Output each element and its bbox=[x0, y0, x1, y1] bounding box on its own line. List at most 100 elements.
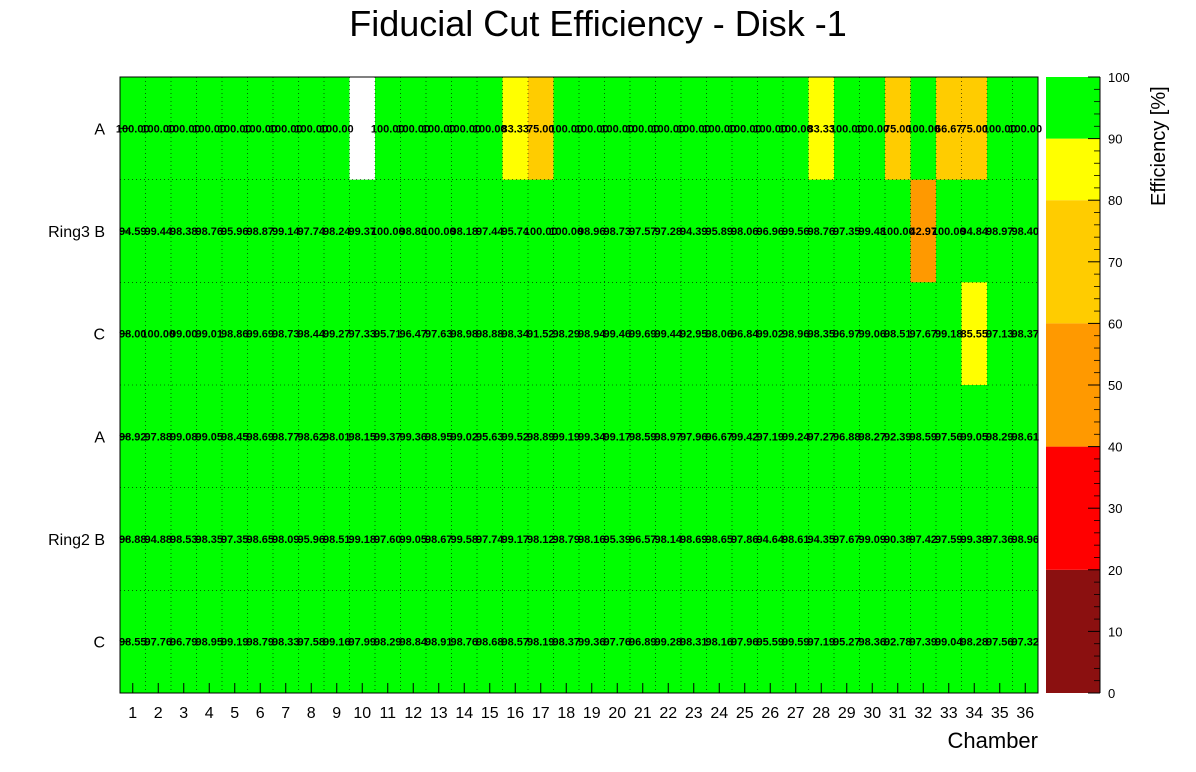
cell-value-label: 98.98 bbox=[450, 329, 478, 341]
cell-value-label: 96.89 bbox=[629, 637, 657, 649]
cell-value-label: 98.51 bbox=[884, 329, 912, 341]
cell-value-label: 99.06 bbox=[858, 329, 886, 341]
heatmap-cell bbox=[349, 179, 376, 283]
heatmap-cell bbox=[936, 77, 962, 181]
cell-value-label: 97.27 bbox=[807, 431, 835, 443]
cell-value-label: 95.89 bbox=[705, 226, 733, 238]
cell-value-label: 97.56 bbox=[986, 637, 1014, 649]
x-tick-label: 19 bbox=[583, 705, 601, 722]
cell-value-label: 99.18 bbox=[935, 329, 963, 341]
cell-value-label: 98.59 bbox=[909, 431, 937, 443]
cell-value-label: 99.02 bbox=[450, 431, 478, 443]
heatmap-cell bbox=[426, 385, 452, 489]
x-tick-label: 3 bbox=[179, 705, 188, 722]
heatmap-cell bbox=[451, 487, 478, 591]
cell-value-label: 99.48 bbox=[858, 226, 886, 238]
heatmap-cell bbox=[528, 179, 554, 283]
cell-value-label: 98.65 bbox=[246, 534, 274, 546]
heatmap-cell bbox=[349, 590, 376, 694]
cell-value-label: 92.39 bbox=[884, 431, 912, 443]
cell-value-label: 99.28 bbox=[654, 637, 682, 649]
heatmap-cell bbox=[273, 590, 299, 694]
cell-value-label: 99.24 bbox=[782, 431, 810, 443]
x-tick-label: 27 bbox=[787, 705, 805, 722]
heatmap-cell bbox=[910, 179, 937, 283]
heatmap-cell bbox=[885, 385, 911, 489]
heatmap-cell bbox=[298, 179, 325, 283]
cell-value-label: 94.88 bbox=[144, 534, 172, 546]
plot-frame bbox=[119, 76, 1039, 694]
heatmap-cell bbox=[706, 487, 733, 591]
cell-value-label: 98.86 bbox=[221, 329, 249, 341]
heatmap-cell bbox=[273, 487, 299, 591]
heatmap-cell bbox=[783, 179, 809, 283]
heatmap-cell bbox=[732, 77, 758, 181]
x-tick-label: 8 bbox=[307, 705, 316, 722]
cell-value-label: 99.04 bbox=[935, 637, 963, 649]
cell-value-label: 99.34 bbox=[578, 431, 606, 443]
heatmap-cell bbox=[145, 487, 172, 591]
x-tick-label: 5 bbox=[230, 705, 239, 722]
heatmap-cell bbox=[426, 77, 452, 181]
heatmap-cell bbox=[196, 590, 223, 694]
heatmap-cell bbox=[298, 282, 325, 386]
cell-value-label: 98.29 bbox=[986, 431, 1014, 443]
heatmap-cell bbox=[222, 282, 248, 386]
cell-value-label: 98.68 bbox=[476, 637, 504, 649]
heatmap-cell bbox=[502, 385, 529, 489]
cell-value-label: 98.12 bbox=[527, 534, 555, 546]
heatmap-cell bbox=[196, 282, 223, 386]
heatmap-cell bbox=[604, 385, 631, 489]
cell-value-label: 98.37 bbox=[552, 637, 580, 649]
cell-value-label: 98.59 bbox=[629, 431, 657, 443]
cell-value-label: 94.39 bbox=[680, 226, 708, 238]
cell-value-label: 99.44 bbox=[654, 329, 682, 341]
cell-value-label: 100.00 bbox=[830, 123, 864, 135]
row-label: A bbox=[94, 121, 105, 138]
heatmap-cell bbox=[247, 179, 274, 283]
cell-value-label: 97.60 bbox=[374, 534, 402, 546]
heatmap-cell bbox=[783, 77, 809, 181]
heatmap-cell bbox=[757, 179, 784, 283]
cell-value-label: 90.38 bbox=[884, 534, 912, 546]
x-tick-label: 12 bbox=[404, 705, 422, 722]
heatmap-cell bbox=[196, 77, 223, 181]
cell-value-label: 99.56 bbox=[782, 226, 810, 238]
heatmap-cell bbox=[630, 179, 656, 283]
cell-value-label: 98.57 bbox=[501, 637, 529, 649]
cell-value-label: 98.76 bbox=[195, 226, 223, 238]
heatmap-cell bbox=[706, 77, 733, 181]
cell-value-label: 98.95 bbox=[425, 431, 453, 443]
cell-value-label: 95.74 bbox=[501, 226, 529, 238]
cell-value-label: 100.00 bbox=[167, 123, 201, 135]
heatmap-cell bbox=[834, 590, 860, 694]
cell-value-label: 97.67 bbox=[833, 534, 861, 546]
cell-value-label: 97.35 bbox=[221, 534, 249, 546]
color-scale-bar: 0 10 20 30 40 50 60 70 80 90 100 bbox=[1046, 70, 1130, 701]
row-label: A bbox=[94, 429, 105, 446]
cell-value-label: 97.63 bbox=[425, 329, 453, 341]
cell-value-label: 97.88 bbox=[144, 431, 172, 443]
x-tick-label: 31 bbox=[889, 705, 907, 722]
heatmap-cell bbox=[553, 590, 580, 694]
cell-value-label: 98.91 bbox=[425, 637, 453, 649]
heatmap-cell bbox=[885, 590, 911, 694]
cell-value-label: 98.53 bbox=[170, 534, 198, 546]
heatmap-cell bbox=[910, 590, 937, 694]
heatmap-cell bbox=[375, 590, 401, 694]
cell-value-label: 98.76 bbox=[807, 226, 835, 238]
x-tick-label: 21 bbox=[634, 705, 652, 722]
cell-value-label: 100.00 bbox=[1008, 123, 1042, 135]
heatmap-cell bbox=[502, 282, 529, 386]
heatmap-cell bbox=[477, 385, 503, 489]
heatmap-cell bbox=[1012, 179, 1039, 283]
cell-value-label: 99.42 bbox=[731, 431, 759, 443]
x-tick-label: 17 bbox=[532, 705, 550, 722]
heatmap-cell bbox=[834, 282, 860, 386]
cell-value-label: 97.35 bbox=[833, 226, 861, 238]
cell-value-label: 95.39 bbox=[603, 534, 631, 546]
cell-value-label: 99.19 bbox=[552, 431, 580, 443]
chart-title: Fiducial Cut Efficiency - Disk -1 bbox=[349, 3, 846, 44]
color-scale-tick-label: 0 bbox=[1108, 686, 1115, 701]
